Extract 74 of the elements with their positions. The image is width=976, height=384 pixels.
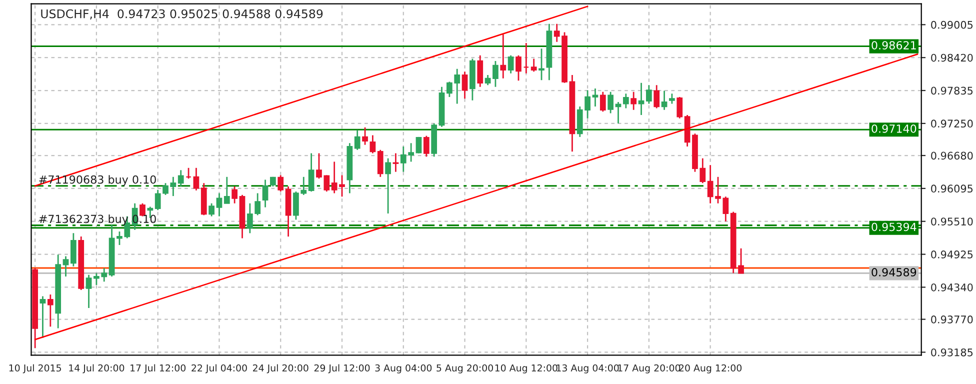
candlestick — [362, 126, 368, 146]
ref-line-label: 0.97140 — [872, 124, 916, 133]
x-tick-label: 22 Jul 04:00 — [192, 364, 247, 374]
candlestick — [477, 54, 484, 88]
y-tick-label: 0.96680 — [931, 152, 973, 160]
candlestick — [385, 158, 391, 214]
candlestick — [186, 167, 192, 180]
candlestick — [600, 91, 606, 112]
candlestick — [484, 74, 491, 86]
x-tick-label: 29 Jul 12:00 — [314, 364, 370, 374]
candlestick — [416, 136, 422, 154]
x-tick-label: 24 Jul 20:00 — [252, 364, 308, 374]
y-tick-label: 0.93770 — [931, 316, 973, 324]
candlestick — [232, 186, 238, 204]
candlestick — [224, 176, 230, 204]
candlestick — [661, 90, 668, 111]
y-tick-label: 0.98420 — [931, 54, 973, 62]
candlestick — [423, 135, 430, 158]
y-tick-label: 0.97250 — [931, 120, 973, 128]
candlestick — [523, 42, 530, 74]
candlestick — [86, 274, 92, 309]
candlestick — [538, 48, 544, 81]
candlestick — [516, 54, 522, 82]
x-tick-label: 17 Jul 12:00 — [130, 364, 186, 374]
candlestick — [62, 256, 69, 278]
y-tick-label: 0.95510 — [931, 218, 973, 226]
candlestick — [654, 84, 660, 109]
x-tick-label: 10 Aug 12:00 — [495, 364, 558, 374]
ref-line-label: 0.94589 — [872, 268, 916, 276]
candlestick — [354, 129, 360, 151]
candlestick — [193, 167, 200, 192]
candlestick — [646, 84, 652, 104]
candlestick — [40, 296, 46, 339]
y-tick-label: 0.97835 — [931, 86, 973, 95]
chart-title: USDCHF,H4 0.94723 0.95025 0.94588 0.94589 — [41, 9, 323, 20]
candlestick — [47, 294, 54, 328]
x-tick-label: 5 Aug 20:00 — [436, 364, 493, 374]
y-tick-label: 0.94925 — [931, 250, 973, 258]
x-tick-label: 17 Aug 20:00 — [618, 364, 680, 374]
y-tick-label: 0.96095 — [931, 184, 973, 193]
candlestick — [178, 169, 184, 188]
candlestick — [592, 88, 598, 108]
candlestick — [622, 92, 629, 109]
x-tick-label: 3 Aug 04:00 — [375, 364, 432, 374]
candlestick — [462, 70, 468, 100]
candlestick — [630, 91, 637, 111]
x-tick-label: 10 Jul 2015 — [9, 364, 61, 374]
candlestick — [676, 96, 683, 120]
candlestick — [370, 134, 376, 154]
candlestick — [530, 58, 537, 72]
candlestick — [278, 174, 284, 192]
x-tick-label: 14 Jul 20:00 — [69, 364, 124, 374]
candlestick — [392, 152, 399, 173]
candlestick — [508, 54, 514, 74]
candlestick — [608, 91, 614, 114]
candlestick — [492, 60, 498, 88]
candlestick — [500, 34, 506, 80]
candlestick — [638, 82, 644, 116]
candlestick — [308, 152, 314, 192]
y-tick-label: 0.93185 — [931, 348, 973, 356]
candlestick — [262, 179, 268, 208]
ref-line-label: 0.98621 — [872, 41, 916, 50]
x-tick-label: 13 Aug 04:00 — [556, 364, 619, 374]
candlestick — [216, 192, 222, 217]
ref-line-label: 0.95394 — [872, 222, 916, 232]
y-tick-label: 0.94340 — [931, 283, 973, 292]
candlestick — [208, 202, 214, 217]
candlestick — [615, 101, 622, 124]
y-tick-label: 0.99005 — [931, 20, 973, 29]
candlestick — [669, 92, 675, 104]
candlestick — [70, 232, 76, 268]
candlestick — [377, 149, 384, 178]
candlestick — [170, 176, 176, 197]
x-tick-label: 20 Aug 12:00 — [679, 364, 742, 374]
